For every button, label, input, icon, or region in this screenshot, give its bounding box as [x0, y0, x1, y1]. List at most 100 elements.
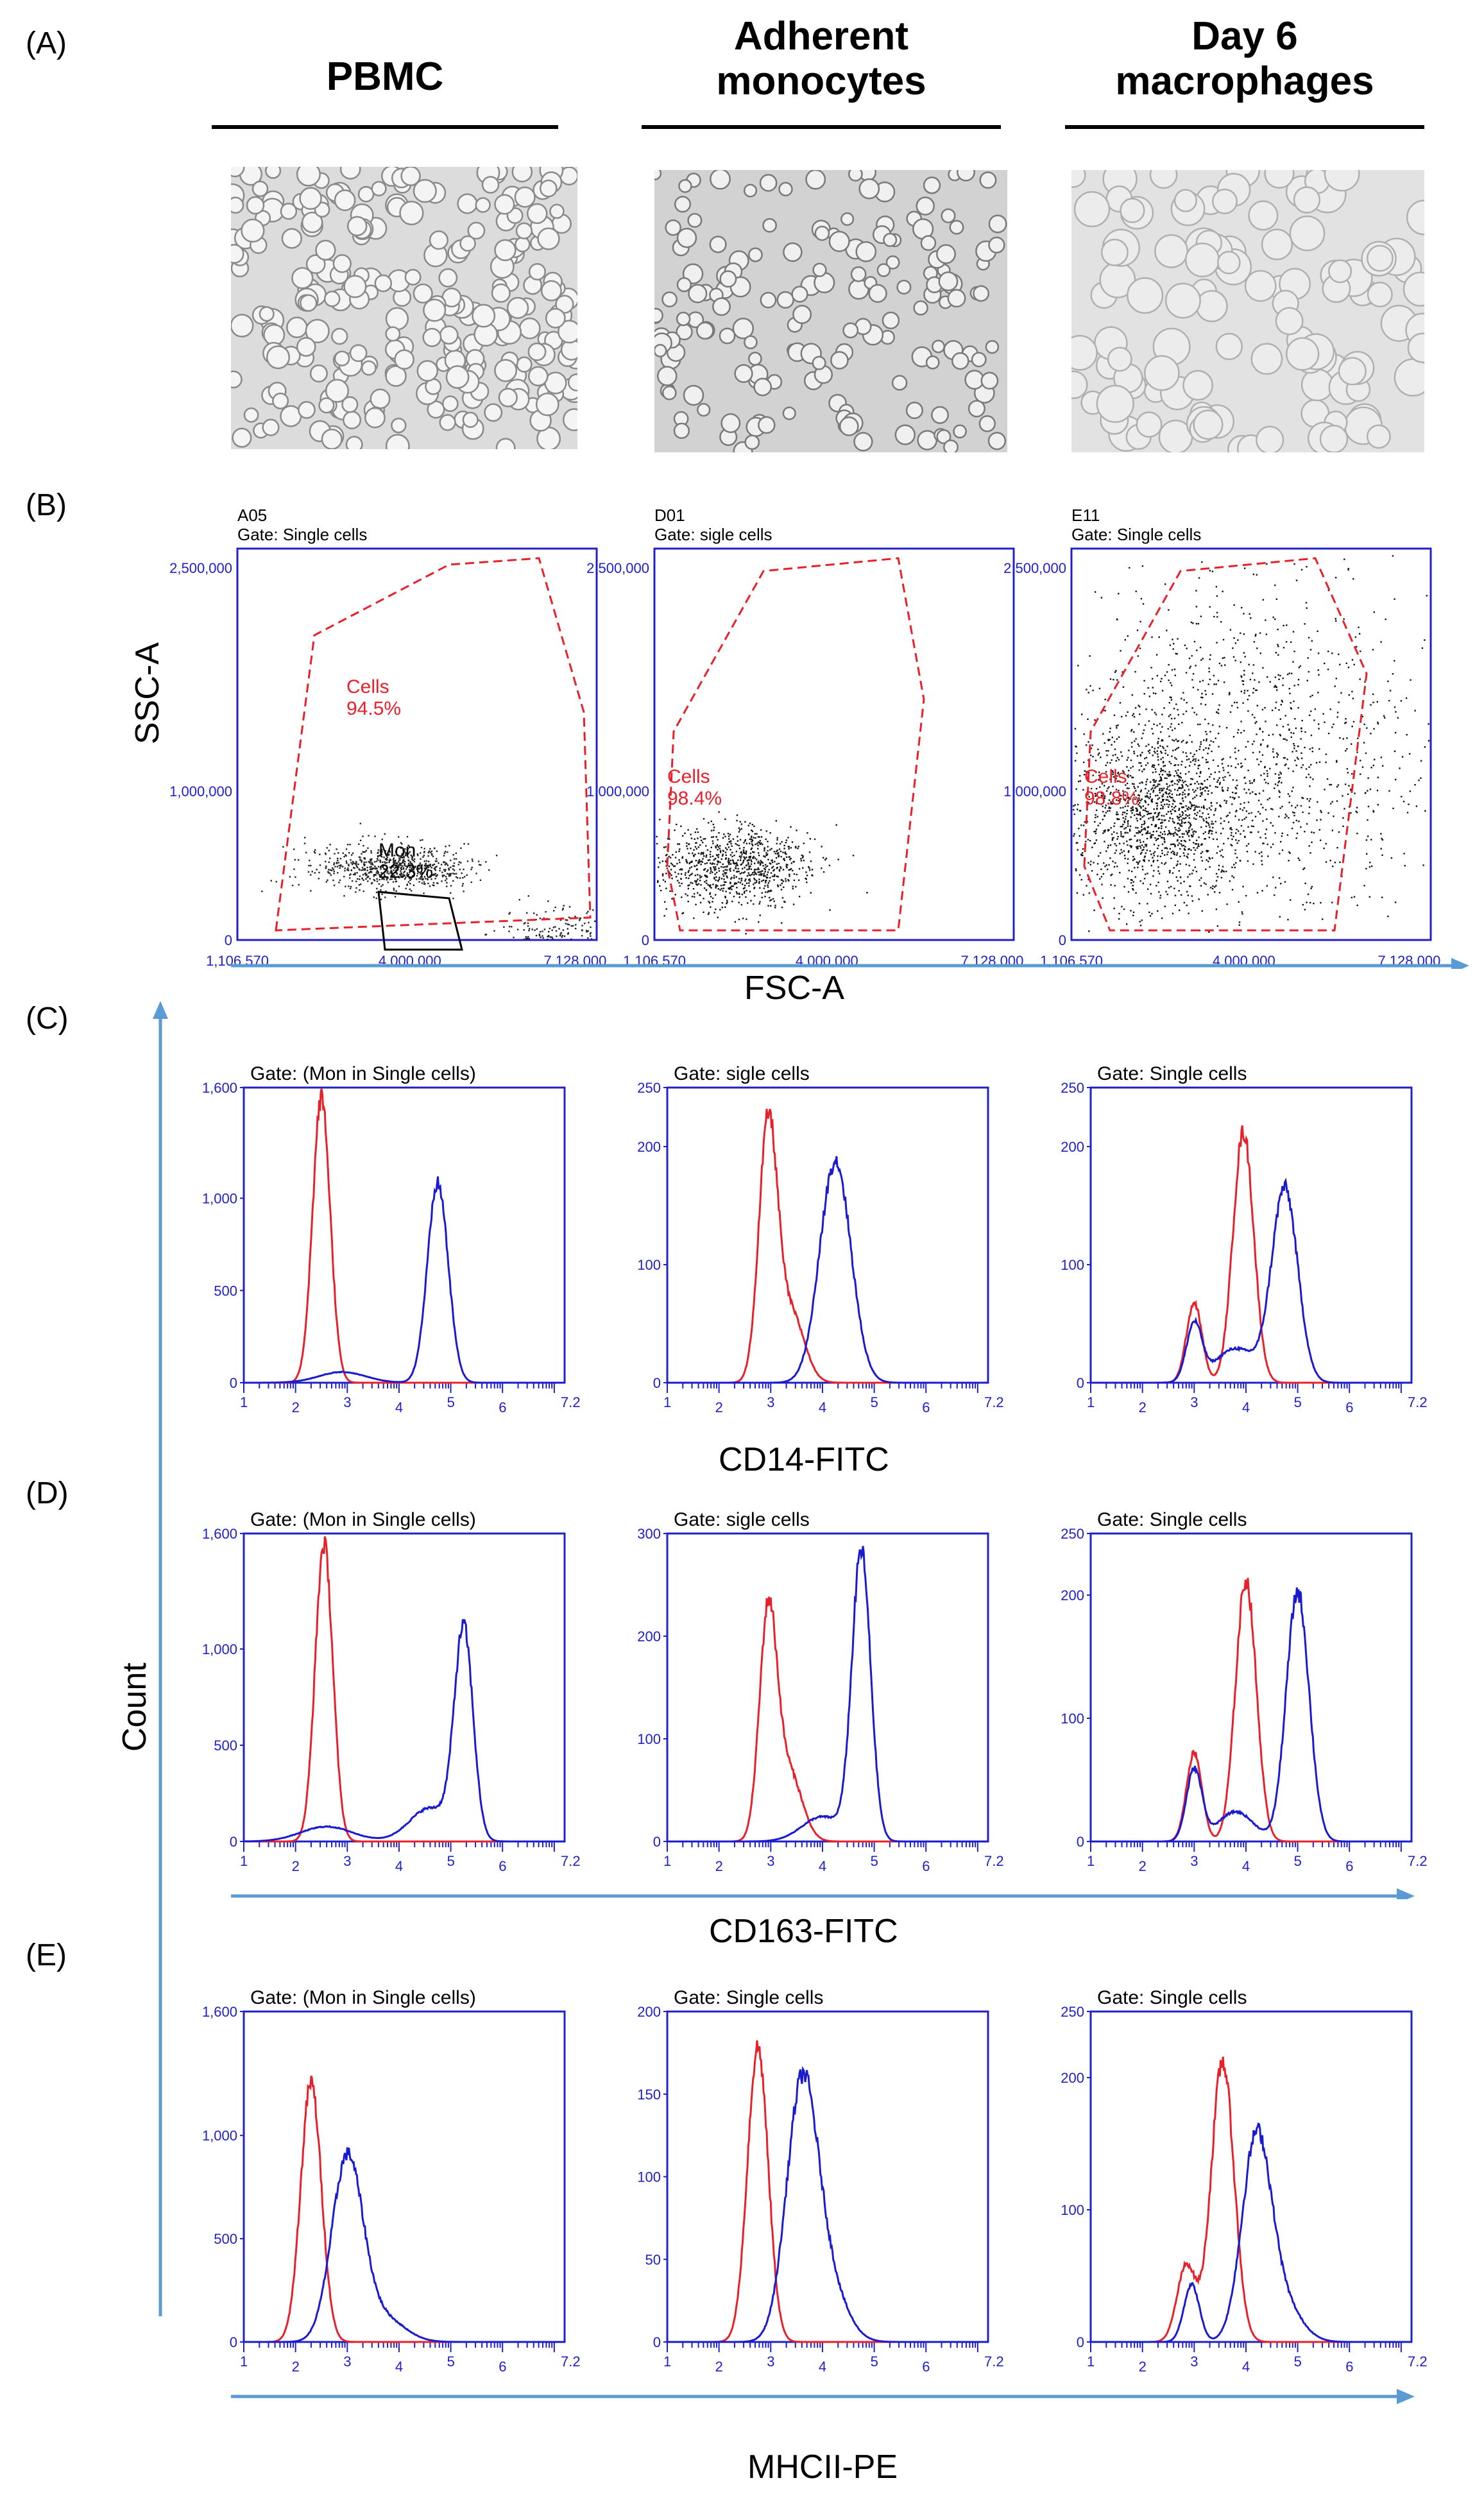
event-dot: [513, 936, 515, 939]
event-dot: [565, 919, 567, 921]
event-dot: [746, 875, 748, 877]
event-dot: [275, 881, 277, 883]
event-dot: [767, 871, 769, 873]
event-dot: [1102, 819, 1104, 821]
event-dot: [1110, 827, 1112, 829]
event-dot: [1134, 867, 1136, 869]
event-dot: [1087, 718, 1089, 721]
event-dot: [671, 898, 673, 900]
event-dot: [407, 857, 409, 859]
event-dot: [1189, 801, 1191, 803]
event-dot: [681, 857, 683, 859]
event-dot: [710, 884, 712, 886]
event-dot: [743, 842, 745, 844]
event-dot: [763, 848, 765, 850]
event-dot: [371, 871, 373, 873]
event-dot: [1284, 881, 1286, 883]
x-tick-label: 2: [1139, 1858, 1147, 1874]
event-dot: [721, 902, 724, 904]
event-dot: [1125, 715, 1127, 717]
cell: [535, 392, 559, 416]
event-dot: [373, 878, 375, 881]
event-dot: [1231, 866, 1233, 868]
event-dot: [774, 853, 776, 855]
event-dot: [1206, 787, 1208, 789]
event-dot: [1156, 802, 1157, 805]
event-dot: [1154, 768, 1157, 770]
event-dot: [748, 874, 750, 876]
event-dot: [1180, 843, 1182, 845]
x-tick-label: 7.2: [561, 1853, 581, 1869]
event-dot: [1172, 638, 1173, 640]
event-dot: [1162, 800, 1164, 802]
event-dot: [1153, 781, 1155, 783]
cell: [744, 335, 758, 350]
cell: [1407, 332, 1424, 363]
event-dot: [1290, 707, 1292, 709]
event-dot: [424, 865, 427, 867]
event-dot: [1168, 785, 1171, 787]
event-dot: [790, 847, 792, 849]
event-dot: [1286, 624, 1288, 626]
event-dot: [1197, 688, 1199, 691]
event-dot: [665, 846, 667, 848]
event-dot: [1310, 887, 1312, 889]
event-dot: [470, 868, 472, 871]
event-dot: [1350, 789, 1352, 790]
event-dot: [1178, 781, 1180, 783]
event-dot: [396, 873, 398, 875]
event-dot: [457, 877, 459, 879]
event-dot: [1130, 879, 1132, 881]
event-dot: [1305, 768, 1308, 770]
event-dot: [697, 860, 699, 862]
event-dot: [1173, 708, 1175, 710]
event-dot: [729, 854, 732, 856]
event-dot: [1095, 816, 1096, 819]
event-dot: [359, 859, 361, 861]
event-dot: [1123, 855, 1126, 857]
event-dot: [1156, 724, 1158, 726]
event-dot: [309, 859, 311, 862]
event-dot: [1204, 690, 1206, 692]
event-dot: [1116, 814, 1118, 816]
event-dot: [1200, 826, 1202, 828]
event-dot: [697, 831, 699, 833]
event-dot: [1309, 714, 1311, 716]
event-dot: [1192, 869, 1194, 871]
event-dot: [788, 846, 790, 848]
event-dot: [1182, 817, 1184, 819]
event-dot: [1179, 776, 1181, 778]
event-dot: [708, 885, 710, 887]
event-dot: [294, 859, 296, 861]
event-dot: [1130, 845, 1132, 848]
event-dot: [1129, 828, 1131, 830]
event-dot: [1181, 741, 1183, 743]
event-dot: [1207, 722, 1209, 725]
event-dot: [1245, 782, 1247, 784]
event-dot: [1178, 809, 1180, 811]
event-dot: [1113, 714, 1116, 716]
event-dot: [717, 853, 720, 856]
event-dot: [1130, 807, 1132, 809]
event-dot: [1218, 783, 1221, 785]
event-dot: [1175, 758, 1177, 760]
event-dot: [717, 856, 719, 859]
event-dot: [1177, 638, 1179, 640]
event-dot: [788, 869, 790, 871]
event-dot: [675, 876, 678, 878]
event-dot: [1147, 803, 1149, 806]
cell: [923, 176, 941, 194]
event-dot: [1320, 810, 1322, 812]
event-dot: [1424, 746, 1426, 748]
event-dot: [1154, 812, 1156, 814]
event-dot: [761, 892, 763, 894]
event-dot: [708, 859, 711, 861]
event-dot: [1325, 753, 1327, 755]
event-dot: [1366, 727, 1368, 729]
event-dot: [1120, 650, 1122, 652]
event-dot: [1211, 792, 1213, 794]
event-dot: [1250, 812, 1252, 814]
event-dot: [1227, 837, 1229, 839]
cell: [545, 307, 566, 329]
event-dot: [1181, 798, 1184, 799]
